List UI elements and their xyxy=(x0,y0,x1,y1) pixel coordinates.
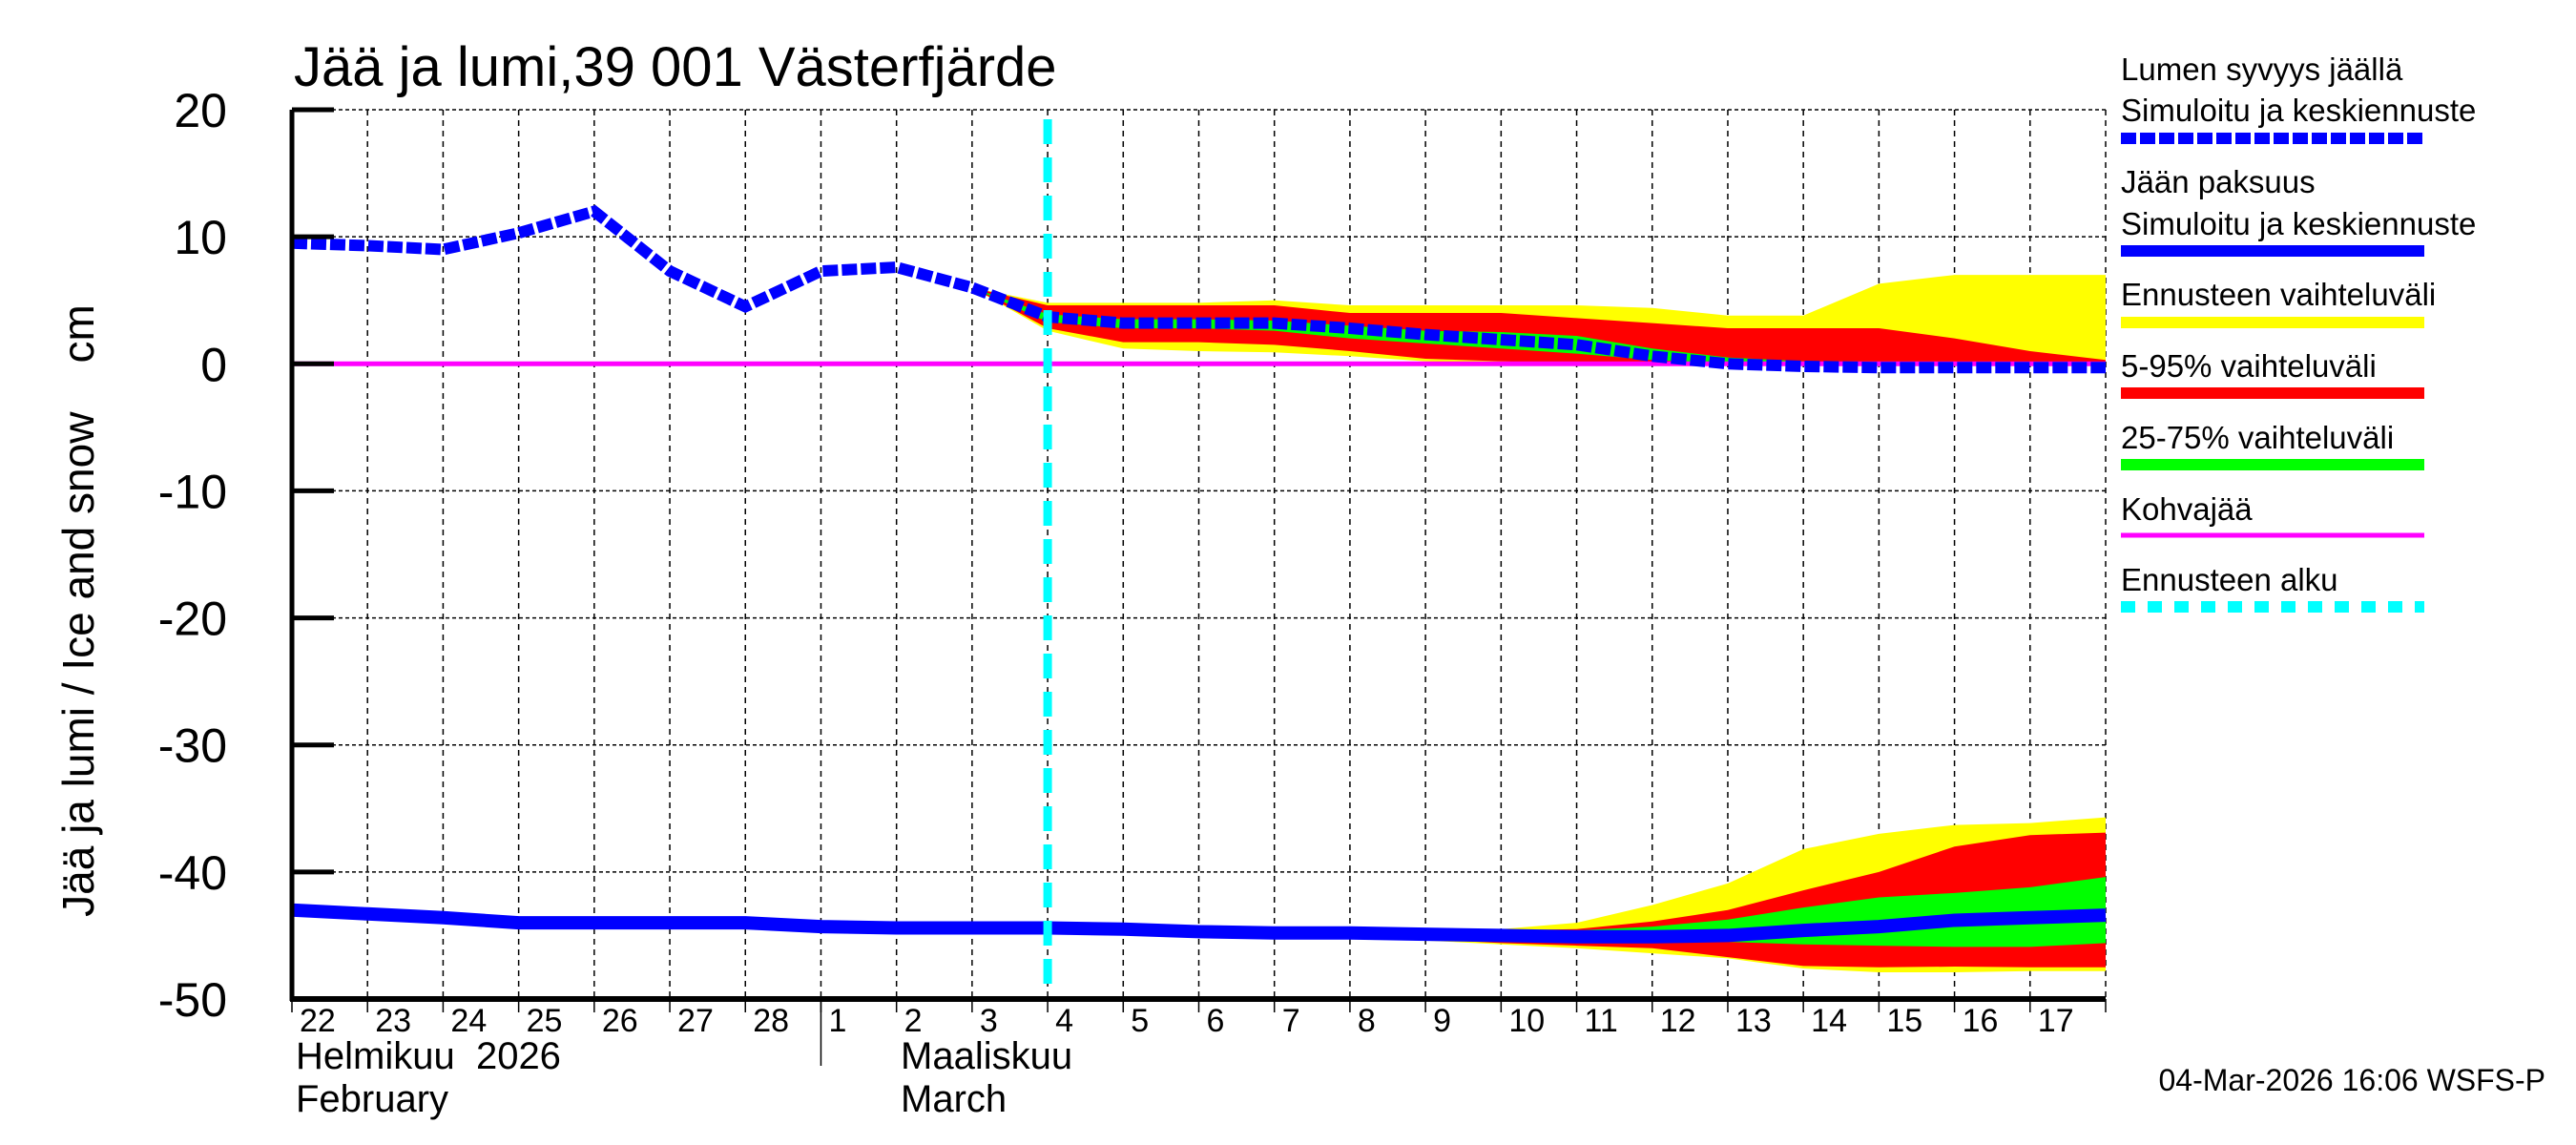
x-tick-label: 17 xyxy=(2038,1003,2074,1039)
x-tick-label: 22 xyxy=(300,1003,336,1039)
month-label-fi-mar: Maaliskuu xyxy=(901,1035,1072,1077)
legend-sublabel: Simuloitu ja keskiennuste xyxy=(2121,206,2476,241)
y-tick-labels: 20 10 0 -10 -20 -30 -40 -50 xyxy=(158,84,227,1027)
x-tick-label: 27 xyxy=(677,1003,714,1039)
series-lines xyxy=(291,119,2107,999)
x-tick-label: 8 xyxy=(1358,1003,1376,1039)
snow-5-95-band xyxy=(971,287,2106,364)
x-tick-label: 7 xyxy=(1282,1003,1300,1039)
legend-label: Ennusteen alku xyxy=(2121,562,2338,597)
y-tick-label: -40 xyxy=(158,846,227,900)
legend-label: Ennusteen vaihteluväli xyxy=(2121,277,2436,312)
axes xyxy=(289,107,2107,1066)
x-tick-label: 16 xyxy=(1963,1003,1999,1039)
y-tick-label: -20 xyxy=(158,593,227,646)
y-tick-label: -50 xyxy=(158,973,227,1027)
x-tick-label: 6 xyxy=(1207,1003,1225,1039)
legend-sublabel: Simuloitu ja keskiennuste xyxy=(2121,93,2476,128)
x-tick-label: 25 xyxy=(527,1003,563,1039)
legend-label: Jään paksuus xyxy=(2121,164,2316,199)
legend-label: Kohvajää xyxy=(2121,491,2253,527)
y-axis-label: Jää ja lumi / Ice and snow cm xyxy=(53,304,103,917)
legend-label: 5-95% vaihteluväli xyxy=(2121,348,2377,384)
y-tick-label: 0 xyxy=(200,338,227,391)
x-tick-label: 11 xyxy=(1585,1003,1618,1039)
snow-depth-line xyxy=(291,204,2106,374)
legend: Lumen syvyys jäällä Simuloitu ja keskienn… xyxy=(2121,52,2476,613)
x-tick-label: 5 xyxy=(1131,1003,1149,1039)
x-tick-label: 14 xyxy=(1811,1003,1847,1039)
month-label-fi-feb: Helmikuu 2026 xyxy=(296,1035,561,1077)
legend-label: 25-75% vaihteluväli xyxy=(2121,420,2394,455)
legend-label: Lumen syvyys jäällä xyxy=(2121,52,2403,87)
month-label-en-mar: March xyxy=(901,1078,1007,1120)
ice-thickness-line xyxy=(291,903,2107,944)
x-tick-label: 15 xyxy=(1886,1003,1922,1039)
month-label-en-feb: February xyxy=(296,1078,448,1120)
grid xyxy=(292,109,2107,999)
x-tick-label: 12 xyxy=(1660,1003,1696,1039)
y-tick-label: -30 xyxy=(158,719,227,773)
x-tick-label: 3 xyxy=(980,1003,998,1039)
x-tick-label: 24 xyxy=(450,1003,487,1039)
x-tick-label: 4 xyxy=(1055,1003,1073,1039)
y-tick-label: -10 xyxy=(158,465,227,518)
x-tick-label: 23 xyxy=(375,1003,411,1039)
x-tick-label: 26 xyxy=(602,1003,638,1039)
x-tick-label: 9 xyxy=(1433,1003,1451,1039)
x-tick-label: 28 xyxy=(753,1003,789,1039)
x-tick-label: 1 xyxy=(828,1003,846,1039)
y-tick-label: 10 xyxy=(174,211,227,264)
y-tick-label: 20 xyxy=(174,84,227,137)
timestamp: 04-Mar-2026 16:06 WSFS-P xyxy=(2159,1063,2546,1097)
x-tick-labels: 22 23 24 25 26 27 28 1 2 3 4 5 6 7 8 9 10 11 12 13 14 15 16 17 xyxy=(300,1003,2074,1039)
chart-title: Jää ja lumi,39 001 Västerfjärde xyxy=(294,36,1057,98)
x-tick-label: 13 xyxy=(1735,1003,1772,1039)
x-tick-label: 2 xyxy=(904,1003,923,1039)
x-tick-label: 10 xyxy=(1508,1003,1545,1039)
